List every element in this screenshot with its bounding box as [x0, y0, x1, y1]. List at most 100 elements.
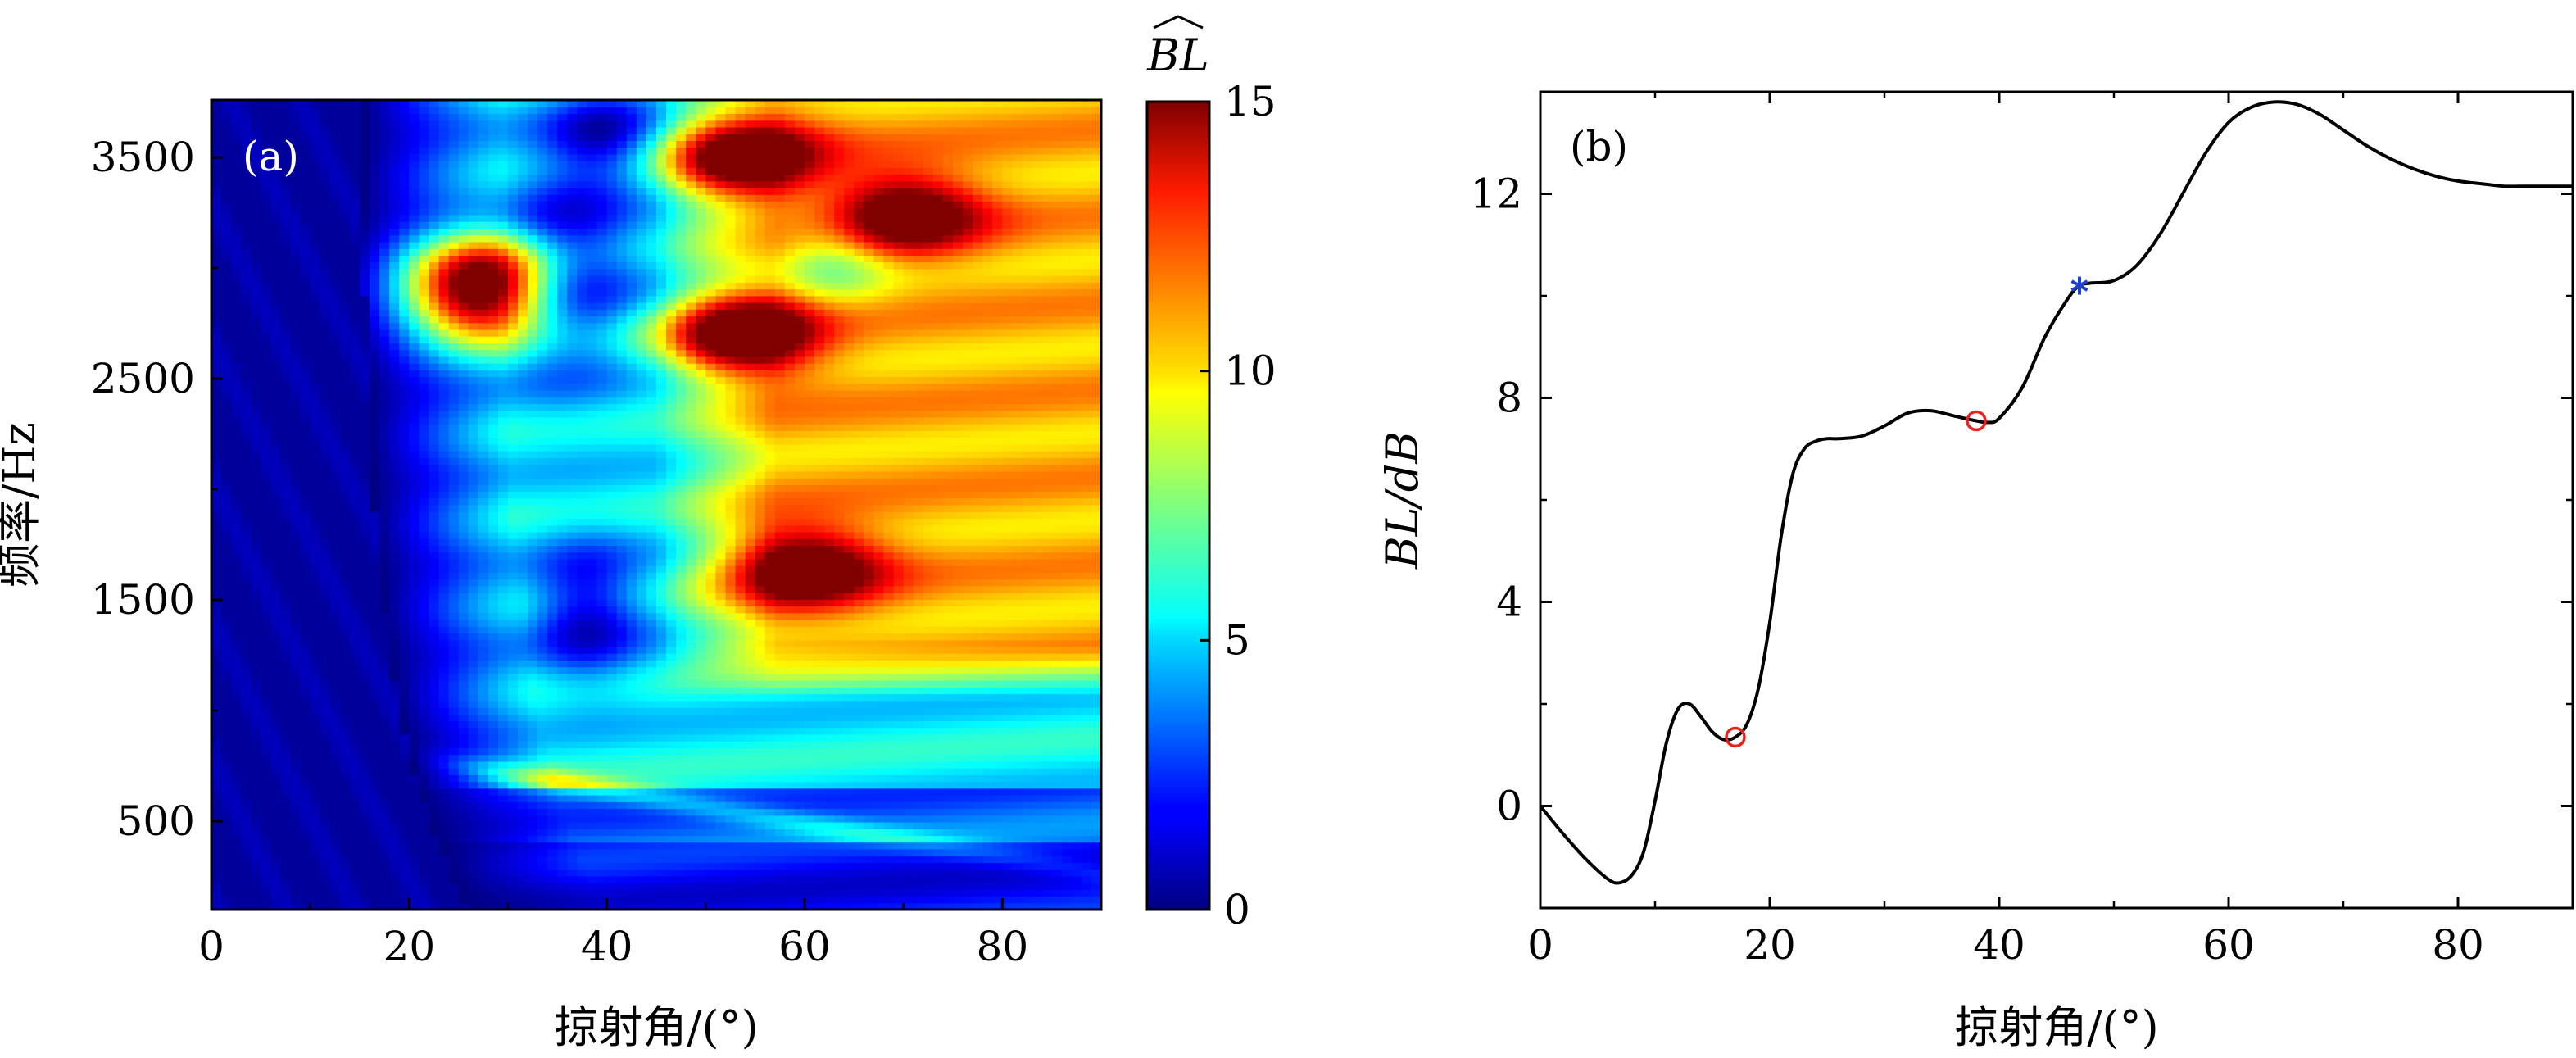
heatmap-cell: [932, 612, 944, 620]
heatmap-cell: [488, 781, 499, 789]
heatmap-cell: [1051, 842, 1063, 850]
heatmap-cell: [448, 842, 460, 850]
heatmap-cell: [458, 558, 469, 566]
heatmap-cell: [864, 774, 875, 783]
heatmap-cell: [1061, 747, 1073, 756]
heatmap-cell: [1012, 768, 1023, 775]
heatmap-cell: [478, 687, 489, 695]
heatmap-cell: [290, 639, 302, 647]
heatmap-cell: [705, 599, 716, 607]
heatmap-cell: [784, 585, 796, 593]
heatmap-cell: [913, 720, 924, 729]
heatmap-cell: [755, 821, 766, 829]
heatmap-cell: [764, 639, 776, 647]
heatmap-cell: [497, 593, 509, 600]
heatmap-cell: [764, 626, 776, 634]
heatmap-cell: [814, 673, 825, 681]
heatmap-cell: [468, 593, 479, 600]
heatmap-cell: [349, 883, 361, 890]
heatmap-cell: [221, 538, 232, 546]
heatmap-cell: [755, 585, 766, 593]
heatmap-cell: [399, 815, 410, 823]
heatmap-cell: [883, 619, 895, 627]
heatmap-cell: [596, 896, 608, 904]
heatmap-cell: [1081, 700, 1092, 708]
heatmap-cell: [300, 902, 311, 910]
heatmap-cell: [646, 889, 657, 897]
heatmap-cell: [587, 538, 598, 546]
heatmap-cell: [1002, 606, 1013, 614]
heatmap-cell: [963, 687, 973, 695]
heatmap-cell: [409, 815, 420, 823]
heatmap-cell: [932, 666, 944, 674]
heatmap-cell: [913, 714, 924, 722]
heatmap-cell: [932, 653, 944, 661]
heatmap-cell: [805, 646, 815, 654]
heatmap-cell: [774, 889, 786, 897]
heatmap-cell: [953, 660, 964, 668]
heatmap-cell: [448, 727, 460, 735]
heatmap-cell: [696, 646, 706, 654]
heatmap-cell: [616, 646, 628, 654]
heatmap-cell: [646, 869, 657, 877]
heatmap-cell: [518, 639, 528, 647]
heatmap-cell: [992, 606, 1003, 614]
heatmap-cell: [784, 639, 796, 647]
heatmap-cell: [251, 599, 261, 607]
heatmap-cell: [429, 612, 440, 620]
heatmap-cell: [873, 808, 885, 816]
heatmap-cell: [774, 700, 786, 708]
heatmap-cell: [973, 815, 983, 823]
heatmap-cell: [1051, 680, 1063, 688]
heatmap-cell: [409, 693, 420, 702]
heatmap-cell: [676, 862, 687, 870]
heatmap-cell: [1022, 666, 1033, 674]
heatmap-cell: [913, 680, 924, 688]
heatmap-cell: [764, 687, 776, 695]
heatmap-cell: [211, 646, 222, 654]
heatmap-cell: [448, 565, 460, 573]
heatmap-cell: [310, 572, 321, 580]
heatmap-cell: [666, 896, 677, 904]
heatmap-cell: [774, 639, 786, 647]
heatmap-cell: [419, 875, 430, 883]
heatmap-cell: [567, 829, 578, 837]
heatmap-cell: [488, 593, 499, 600]
heatmap-cell: [992, 788, 1003, 796]
heatmap-cell: [913, 633, 924, 641]
heatmap-cell: [805, 593, 815, 600]
heatmap-cell: [923, 875, 934, 883]
heatmap-cell: [389, 572, 400, 580]
heatmap-cell: [616, 781, 628, 789]
heatmap-cell: [211, 815, 222, 823]
heatmap-cell: [774, 761, 786, 769]
heatmap-cell: [982, 693, 993, 702]
heatmap-cell: [992, 593, 1003, 600]
heatmap-cell: [636, 646, 647, 654]
heatmap-cell: [478, 902, 489, 910]
heatmap-cell: [547, 795, 558, 802]
heatmap-cell: [399, 862, 410, 870]
heatmap-cell: [567, 666, 578, 674]
heatmap-cell: [913, 572, 924, 580]
heatmap-cell: [528, 808, 538, 816]
heatmap-cell: [409, 808, 420, 816]
heatmap-cell: [705, 727, 716, 735]
heatmap-cell: [577, 572, 588, 580]
heatmap-cell: [784, 720, 796, 729]
heatmap-cell: [883, 714, 895, 722]
heatmap-cell: [1051, 889, 1063, 897]
heatmap-cell: [1091, 565, 1101, 573]
heatmap-cell: [320, 848, 331, 856]
heatmap-cell: [656, 612, 667, 620]
heatmap-cell: [745, 707, 756, 715]
heatmap-cell: [547, 808, 558, 816]
heatmap-cell: [438, 761, 450, 769]
heatmap-cell: [508, 633, 519, 641]
heatmap-cell: [616, 720, 628, 729]
heatmap-cell: [211, 856, 222, 863]
heatmap-cell: [1051, 808, 1063, 816]
heatmap-cell: [834, 733, 845, 742]
heatmap-cell: [705, 856, 716, 863]
heatmap-cell: [399, 626, 410, 634]
